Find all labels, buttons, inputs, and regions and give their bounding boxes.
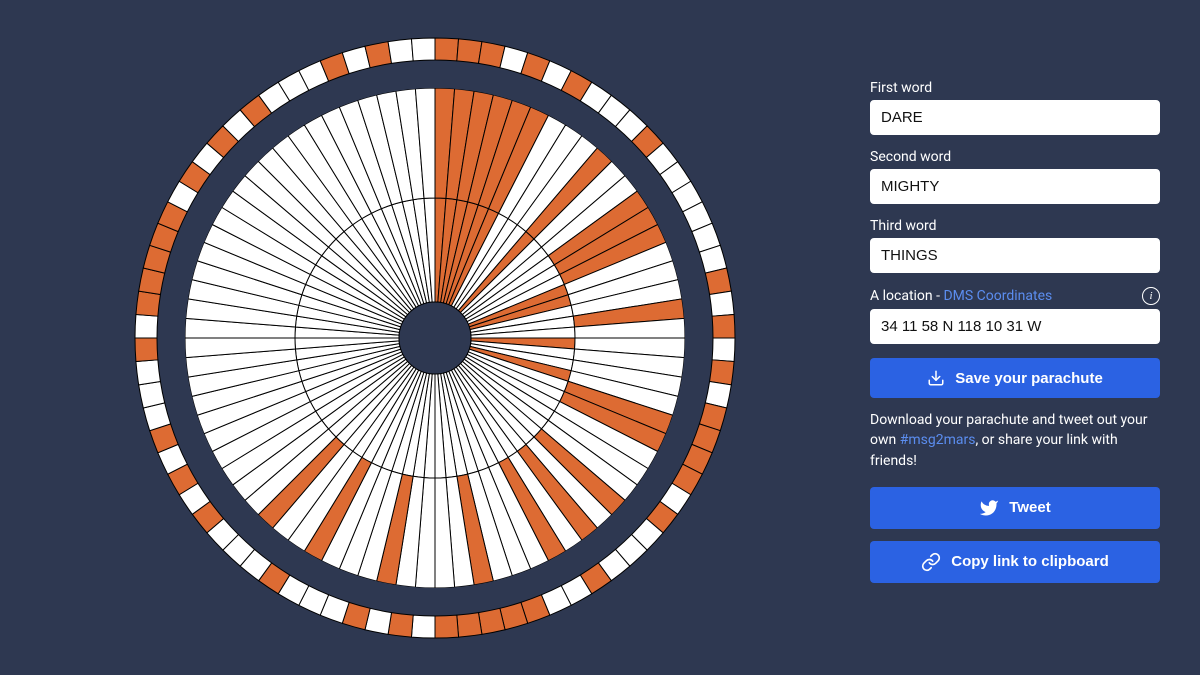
second-word-label: Second word	[870, 149, 1160, 165]
app-root: First word Second word Third word A loca…	[0, 0, 1200, 675]
parachute-pane	[0, 0, 870, 675]
form-pane: First word Second word Third word A loca…	[870, 0, 1200, 675]
twitter-icon	[979, 498, 999, 518]
second-word-input[interactable]	[870, 169, 1160, 204]
location-label-prefix: A location -	[870, 288, 943, 304]
link-icon	[921, 552, 941, 572]
hashtag-link[interactable]: #msg2mars	[900, 432, 976, 448]
first-word-label: First word	[870, 80, 1160, 96]
dms-coordinates-link[interactable]: DMS Coordinates	[943, 288, 1052, 304]
third-word-input[interactable]	[870, 238, 1160, 273]
download-icon	[927, 369, 945, 387]
share-description: Download your parachute and tweet out yo…	[870, 410, 1160, 471]
third-word-label: Third word	[870, 218, 1160, 234]
copy-link-button[interactable]: Copy link to clipboard	[870, 541, 1160, 583]
info-icon[interactable]: i	[1142, 287, 1160, 305]
save-button-label: Save your parachute	[955, 370, 1103, 387]
tweet-button[interactable]: Tweet	[870, 487, 1160, 529]
location-label: A location - DMS Coordinates	[870, 288, 1052, 304]
save-parachute-button[interactable]: Save your parachute	[870, 358, 1160, 398]
parachute-chart	[115, 18, 755, 658]
tweet-button-label: Tweet	[1009, 499, 1050, 516]
first-word-input[interactable]	[870, 100, 1160, 135]
location-input[interactable]	[870, 309, 1160, 344]
copy-button-label: Copy link to clipboard	[951, 553, 1109, 570]
location-label-row: A location - DMS Coordinates i	[870, 287, 1160, 305]
